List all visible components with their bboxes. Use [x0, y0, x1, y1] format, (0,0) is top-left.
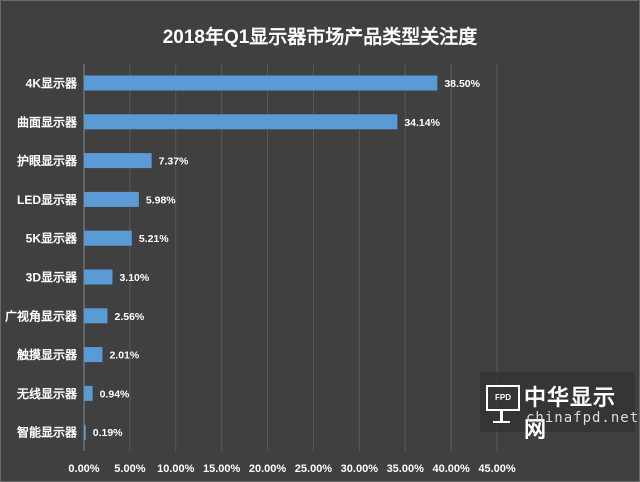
data-label: 3.10%	[119, 272, 149, 284]
category-label: 无线显示器	[16, 386, 78, 401]
bar	[84, 75, 438, 91]
data-label: 2.01%	[109, 350, 139, 362]
watermark-name: 中华显示网	[524, 385, 617, 442]
data-label: 34.14%	[404, 117, 440, 129]
data-label: 2.56%	[114, 311, 144, 323]
chart-title: 2018年Q1显示器市场产品类型关注度	[162, 27, 478, 48]
x-tick-label: 30.00%	[341, 463, 379, 475]
x-tick-label: 45.00%	[478, 463, 516, 475]
data-label: 0.19%	[93, 427, 123, 439]
x-tick-label: 25.00%	[295, 463, 333, 475]
x-tick-label: 10.00%	[157, 463, 195, 475]
bar	[84, 153, 152, 169]
category-label: 触摸显示器	[17, 347, 78, 362]
x-tick-label: 5.00%	[114, 463, 145, 475]
bar	[84, 424, 86, 440]
bar	[84, 230, 132, 246]
bar	[84, 191, 139, 207]
category-label: 护眼显示器	[17, 153, 78, 168]
category-label: 4K显示器	[26, 77, 78, 91]
monitor-logo-icon: FPD	[486, 385, 520, 411]
watermark-url: chinafpd.net	[526, 410, 640, 426]
x-tick-label: 20.00%	[249, 463, 287, 475]
bar	[84, 385, 93, 401]
bar	[84, 347, 103, 363]
category-label: 广视角显示器	[5, 308, 78, 323]
category-label: 5K显示器	[26, 232, 78, 246]
category-label: 曲面显示器	[17, 114, 78, 129]
bar	[84, 114, 398, 130]
x-tick-label: 0.00%	[68, 463, 99, 475]
category-label: LED显示器	[17, 193, 78, 207]
watermark: FPD 中华显示网 chinafpd.net	[480, 372, 638, 442]
data-label: 38.50%	[444, 78, 480, 90]
data-label: 0.94%	[100, 388, 130, 400]
category-label: 智能显示器	[16, 425, 78, 440]
data-label: 7.37%	[159, 156, 189, 168]
x-tick-label: 15.00%	[203, 463, 241, 475]
data-label: 5.21%	[139, 233, 169, 245]
x-tick-label: 40.00%	[432, 463, 470, 475]
data-label: 5.98%	[146, 194, 176, 206]
x-tick-label: 35.00%	[387, 463, 425, 475]
category-label: 3D显示器	[26, 271, 78, 285]
bar	[84, 308, 108, 324]
bar	[84, 269, 113, 285]
